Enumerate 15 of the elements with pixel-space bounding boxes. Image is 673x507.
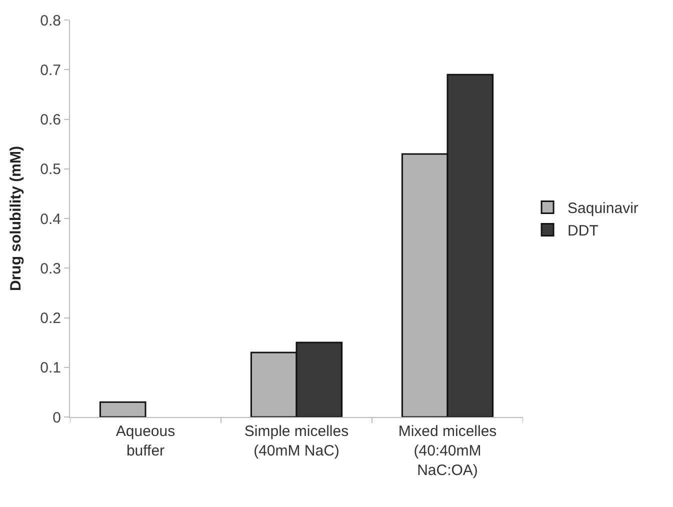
y-tick-label: 0.1 [40,360,61,377]
y-tick-label: 0.8 [40,12,61,30]
y-tick-label: 0 [52,409,61,426]
y-tick-label: 0.4 [40,210,61,228]
y-tick-label: 0.6 [40,112,61,128]
y-axis-title: Drug solubility (mM) [7,146,24,291]
x-tick-label: Mixed micelles (40:40mM NaC:OA) [398,423,497,479]
y-tick-label: 0.2 [40,310,61,327]
legend-label: Saquinavir [568,200,638,218]
y-tick-label: 0.7 [40,62,61,79]
y-tick-label: 0.5 [40,161,61,178]
x-tick-label: Aqueous buffer [116,423,176,460]
y-tick-label: 0.3 [40,260,61,278]
legend-label: DDT [568,222,598,240]
x-tick-label: Simple micelles (40mM NaC) [244,423,349,460]
